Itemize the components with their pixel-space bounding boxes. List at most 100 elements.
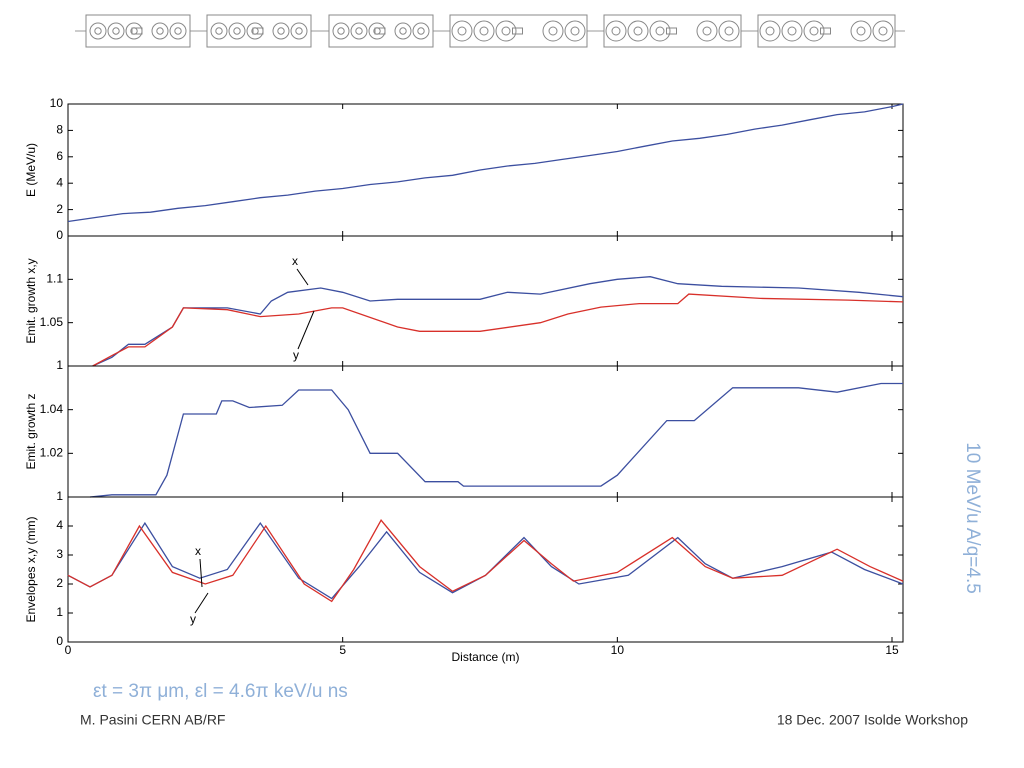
cavity-core	[501, 26, 511, 36]
annotation: y	[190, 612, 196, 626]
cavity-core	[215, 27, 223, 35]
y-tick-label: 1.04	[40, 402, 64, 416]
line-series	[67, 103, 904, 223]
cavity-core	[399, 27, 407, 35]
cavity-core	[277, 27, 285, 35]
cavity-core	[702, 26, 712, 36]
emittance-note: εt = 3π μm, εl = 4.6π keV/u ns	[93, 681, 348, 702]
cavity-core	[570, 26, 580, 36]
line-series	[89, 382, 903, 498]
y-tick-label: 2	[56, 202, 63, 216]
y-tick-label: 10	[50, 96, 64, 110]
cavity	[210, 22, 228, 40]
cavity	[228, 22, 246, 40]
solenoid	[820, 27, 831, 35]
cavity	[290, 22, 308, 40]
x-tick-label: 10	[611, 643, 625, 657]
annotation: x	[292, 254, 298, 268]
cavity	[394, 22, 412, 40]
y-axis-label: Envelopes x,y (mm)	[24, 516, 38, 622]
cavity-core	[355, 27, 363, 35]
cavity-core	[878, 26, 888, 36]
cavity	[850, 20, 872, 42]
cavity-core	[94, 27, 102, 35]
cavity-core	[611, 26, 621, 36]
y-tick-label: 1.02	[40, 446, 64, 460]
cavity	[151, 22, 169, 40]
cavity-core	[655, 26, 665, 36]
cavity	[332, 22, 350, 40]
annotation-arrow	[199, 558, 203, 588]
y-tick-label: 4	[56, 518, 63, 532]
cryomodule	[206, 14, 312, 48]
annotation-arrow	[194, 592, 209, 614]
cavity	[803, 20, 825, 42]
solenoid	[512, 27, 523, 35]
y-tick-label: 0	[56, 634, 63, 648]
cavity-core	[633, 26, 643, 36]
line-series	[92, 276, 904, 367]
cavity	[759, 20, 781, 42]
cavity	[107, 22, 125, 40]
cavity	[564, 20, 586, 42]
cavity	[605, 20, 627, 42]
cavity-core	[787, 26, 797, 36]
cavity	[781, 20, 803, 42]
cryomodule	[757, 14, 896, 48]
cavity-core	[479, 26, 489, 36]
cavity	[495, 20, 517, 42]
cavity-core	[809, 26, 819, 36]
cavity-core	[856, 26, 866, 36]
annotation: x	[195, 544, 201, 558]
y-axis-label: E (MeV/u)	[24, 143, 38, 197]
plot-frame	[67, 496, 904, 643]
cavity	[718, 20, 740, 42]
cavity	[451, 20, 473, 42]
y-tick-label: 6	[56, 149, 63, 163]
y-tick-label: 1.05	[40, 315, 64, 329]
y-tick-label: 0	[56, 228, 63, 242]
y-tick-label: 1	[56, 605, 63, 619]
x-tick-label: 15	[885, 643, 899, 657]
annotation-arrow	[296, 268, 309, 286]
cryomodule	[85, 14, 191, 48]
plot-frame	[67, 235, 904, 367]
annotation: y	[293, 348, 299, 362]
cryomodule	[603, 14, 742, 48]
cavity	[649, 20, 671, 42]
cavity-core	[233, 27, 241, 35]
linac-diagram	[75, 14, 905, 48]
cavity-core	[112, 27, 120, 35]
line-series	[67, 521, 904, 600]
x-tick-label: 5	[339, 643, 346, 657]
solenoid	[252, 27, 264, 35]
x-tick-label: 0	[65, 643, 72, 657]
cavity-core	[457, 26, 467, 36]
cavity	[89, 22, 107, 40]
cavity-core	[156, 27, 164, 35]
cavity-core	[417, 27, 425, 35]
solenoid	[131, 27, 143, 35]
y-tick-label: 3	[56, 547, 63, 561]
cryomodule	[449, 14, 588, 48]
solenoid	[666, 27, 677, 35]
y-tick-label: 1.1	[46, 272, 63, 286]
y-tick-label: 8	[56, 123, 63, 137]
line-series	[92, 293, 904, 367]
y-tick-label: 2	[56, 576, 63, 590]
cavity	[272, 22, 290, 40]
footer-left: M. Pasini CERN AB/RF	[80, 712, 225, 728]
cavity	[350, 22, 368, 40]
cryomodule	[328, 14, 434, 48]
cavity-core	[548, 26, 558, 36]
annotation-arrow	[297, 310, 315, 350]
x-axis-label: Distance (m)	[451, 650, 519, 664]
y-axis-label: Emit. growth x,y	[24, 258, 38, 343]
cavity	[169, 22, 187, 40]
cavity	[872, 20, 894, 42]
footer-right: 18 Dec. 2007 Isolde Workshop	[777, 712, 968, 728]
cavity-core	[174, 27, 182, 35]
side-label: 10 MeV/u A/q=4.5	[962, 442, 983, 594]
y-axis-label: Emit. growth z	[24, 393, 38, 469]
cavity-core	[724, 26, 734, 36]
